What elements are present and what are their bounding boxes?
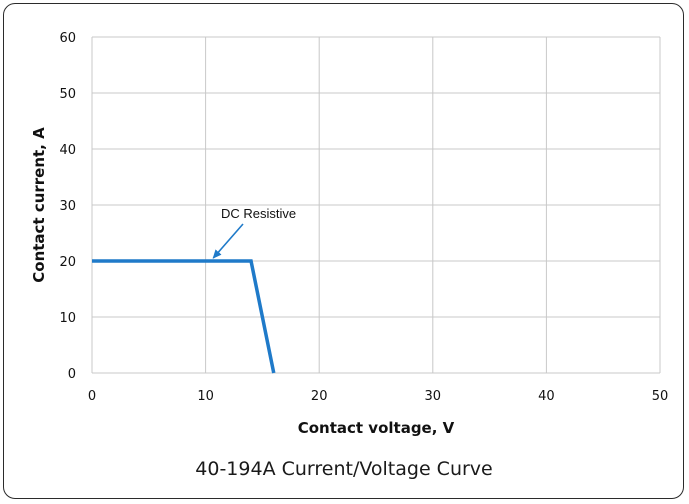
y-tick-label: 40	[59, 143, 76, 158]
x-tick-label: 50	[652, 389, 669, 404]
y-tick-labels: 0 10 20 30 40 50 60	[59, 31, 76, 382]
series-line-dc-resistive	[92, 259, 276, 374]
y-tick-label: 60	[59, 31, 76, 46]
chart-title: 40-194A Current/Voltage Curve	[195, 458, 492, 480]
x-tick-label: 0	[88, 389, 96, 404]
y-axis-title: Contact current, A	[30, 127, 48, 283]
x-tick-label: 10	[197, 389, 214, 404]
x-tick-label: 30	[425, 389, 442, 404]
y-tick-label: 10	[59, 311, 76, 326]
annotation-label: DC Resistive	[221, 206, 296, 221]
annotation-arrow	[212, 223, 244, 259]
y-tick-label: 20	[59, 255, 76, 270]
grid-lines	[91, 36, 661, 374]
x-tick-label: 40	[538, 389, 555, 404]
x-axis-title: Contact voltage, V	[298, 419, 455, 437]
y-tick-label: 0	[68, 367, 76, 382]
x-tick-labels: 0 10 20 30 40 50	[88, 389, 668, 404]
y-tick-label: 30	[59, 199, 76, 214]
y-tick-label: 50	[59, 87, 76, 102]
x-tick-label: 20	[311, 389, 328, 404]
